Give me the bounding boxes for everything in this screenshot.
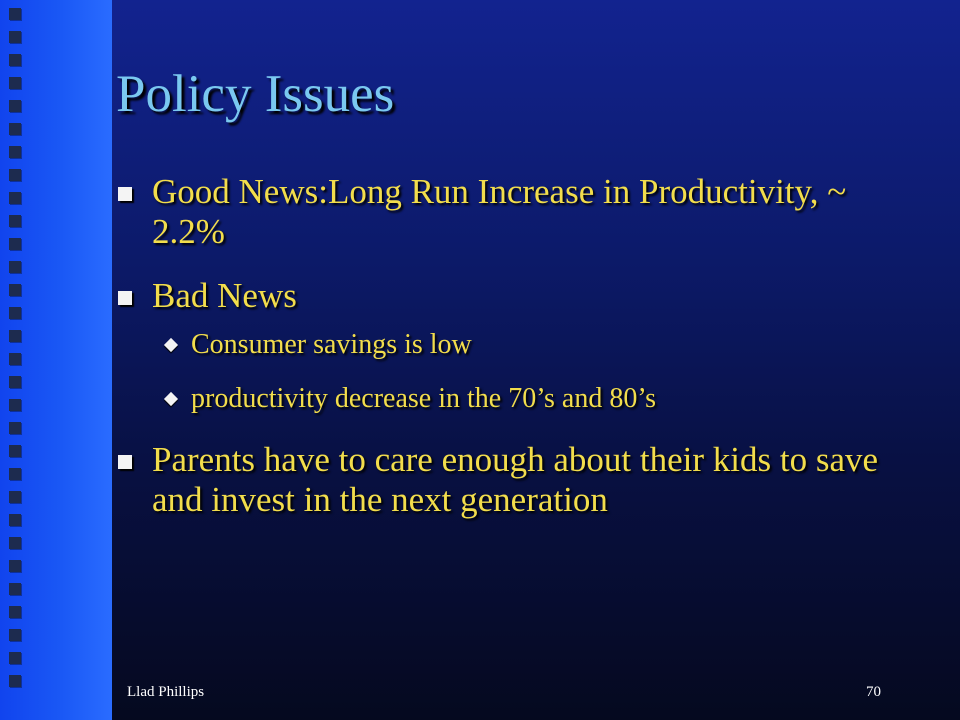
decorative-square xyxy=(9,307,21,319)
decorative-square xyxy=(9,169,21,181)
decorative-square xyxy=(9,629,21,641)
decorative-square xyxy=(9,606,21,618)
decorative-square xyxy=(9,100,21,112)
decorative-square xyxy=(9,330,21,342)
decorative-square xyxy=(9,560,21,572)
footer-author: Llad Phillips xyxy=(127,684,205,700)
bullet-item: Good News:Long Run Increase in Productiv… xyxy=(118,172,918,252)
decorative-square xyxy=(9,192,21,204)
bullet-text: Parents have to care enough about their … xyxy=(152,440,879,519)
decorative-square xyxy=(9,445,21,457)
bullet-item: Bad News Consumer savings is low product… xyxy=(118,276,918,416)
decorative-square xyxy=(9,376,21,388)
decorative-square xyxy=(9,491,21,503)
decorative-square xyxy=(9,8,21,20)
decorative-square xyxy=(9,583,21,595)
decorative-square-column xyxy=(9,8,23,698)
decorative-square xyxy=(9,468,21,480)
decorative-square xyxy=(9,238,21,250)
decorative-square xyxy=(9,537,21,549)
decorative-square xyxy=(9,54,21,66)
diamond-bullet-icon xyxy=(163,391,179,407)
slide-title: Policy Issues xyxy=(116,65,395,123)
bullet-list: Good News:Long Run Increase in Productiv… xyxy=(118,172,918,544)
bullet-text: Good News:Long Run Increase in Productiv… xyxy=(152,172,847,251)
left-decorative-bar xyxy=(0,0,112,720)
decorative-square xyxy=(9,399,21,411)
square-bullet-icon xyxy=(118,187,132,201)
decorative-square xyxy=(9,31,21,43)
diamond-bullet-icon xyxy=(163,337,179,353)
decorative-square xyxy=(9,353,21,365)
bullet-text: Bad News xyxy=(152,276,297,315)
decorative-square xyxy=(9,146,21,158)
decorative-square xyxy=(9,514,21,526)
decorative-square xyxy=(9,422,21,434)
decorative-square xyxy=(9,652,21,664)
decorative-square xyxy=(9,123,21,135)
sub-bullet-list: Consumer savings is low productivity dec… xyxy=(152,328,918,416)
bullet-item: Parents have to care enough about their … xyxy=(118,440,918,520)
sub-bullet-item: productivity decrease in the 70’s and 80… xyxy=(163,382,918,416)
sub-bullet-text: productivity decrease in the 70’s and 80… xyxy=(191,383,656,414)
decorative-square xyxy=(9,261,21,273)
decorative-square xyxy=(9,77,21,89)
sub-bullet-item: Consumer savings is low xyxy=(163,328,918,362)
decorative-square xyxy=(9,215,21,227)
page-number: 70 xyxy=(866,684,881,700)
square-bullet-icon xyxy=(118,455,132,469)
decorative-square xyxy=(9,284,21,296)
decorative-square xyxy=(9,675,21,687)
sub-bullet-text: Consumer savings is low xyxy=(191,329,472,360)
square-bullet-icon xyxy=(118,291,132,305)
